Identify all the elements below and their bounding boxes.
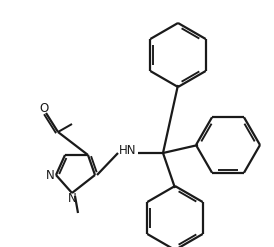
Text: O: O [39,102,48,115]
Text: N: N [68,191,76,205]
Text: HN: HN [119,144,137,157]
Text: N: N [46,168,54,182]
